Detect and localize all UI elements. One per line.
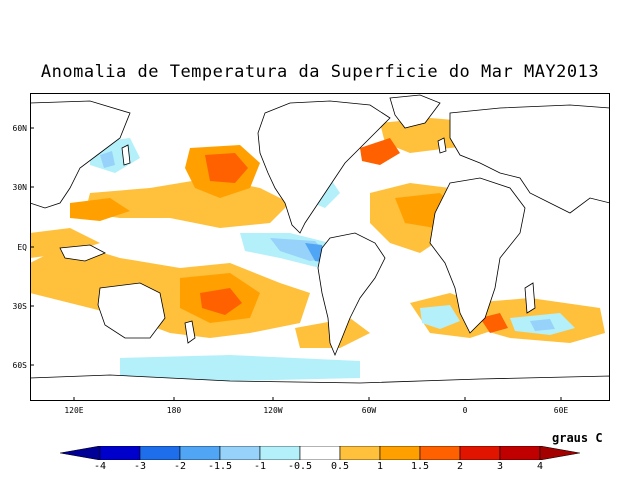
anomaly-patch [30, 228, 100, 258]
colorbar-bin [259, 446, 301, 460]
colorbar-bin [379, 446, 421, 460]
lon-label-60w: 60W [361, 406, 377, 415]
colorbar-label: -1.5 [207, 461, 233, 472]
anomaly-patch [480, 313, 508, 333]
colorbar-high-cap [539, 446, 580, 460]
africa [429, 177, 526, 334]
anomaly-patch [420, 305, 460, 329]
colorbar-bin [99, 446, 141, 460]
uk-islands [437, 137, 447, 154]
colorbar-label: -0.5 [287, 461, 313, 472]
asia-east [30, 100, 131, 209]
colorbar-label: 0.5 [330, 461, 350, 472]
colorbar-label: -4 [93, 461, 107, 472]
antarctica [30, 374, 610, 401]
colorbar-label: 1 [376, 461, 384, 472]
colorbar-bin [339, 446, 381, 460]
colorbar-label: -1 [253, 461, 267, 472]
anomaly-patch [375, 141, 393, 155]
lon-label-0: 0 [462, 406, 468, 415]
colorbar-bin [139, 446, 181, 460]
continent-outlines [30, 94, 610, 401]
indonesia [59, 244, 106, 262]
colorbar-bin [219, 446, 261, 460]
colorbar-bin [499, 446, 541, 460]
australia [97, 282, 166, 339]
south-america [317, 232, 386, 357]
map-canvas [30, 93, 610, 401]
units-label: graus C [552, 431, 603, 445]
map-title: Anomalia de Temperatura da Superficie do… [40, 62, 600, 82]
colorbar-label: -2 [173, 461, 187, 472]
japan [121, 144, 131, 166]
lat-label-eq: EQ [17, 243, 27, 252]
colorbar-label: -3 [133, 461, 147, 472]
anomaly-patch [530, 319, 555, 331]
anomaly-patch [100, 151, 115, 168]
lon-label-120e: 120E [64, 406, 84, 415]
anomaly-patch [70, 198, 130, 221]
new-zealand [184, 320, 196, 344]
colorbar-label: 3 [496, 461, 504, 472]
map-ticks [30, 127, 562, 401]
colorbar [60, 446, 580, 460]
anomaly-patch [200, 288, 242, 315]
colorbar-label: 1.5 [410, 461, 430, 472]
lon-label-120w: 120W [263, 406, 283, 415]
anomaly-patch [205, 153, 248, 183]
lon-label-60e: 60E [553, 406, 569, 415]
madagascar [524, 282, 536, 314]
colorbar-bin [179, 446, 221, 460]
lat-label-60n: 60N [12, 124, 27, 133]
colorbar-bin [419, 446, 461, 460]
lat-label-30s: 30S [12, 302, 27, 311]
anomaly-patch [120, 355, 360, 381]
eurasia [449, 104, 610, 214]
colorbar-low-cap [60, 446, 101, 460]
colorbar-label: 4 [536, 461, 544, 472]
lat-label-30n: 30N [12, 183, 27, 192]
colorbar-bin [299, 446, 341, 460]
greenland [389, 94, 441, 129]
sst-anomaly-map [30, 93, 610, 401]
north-america [257, 100, 391, 234]
lon-label-180: 180 [166, 406, 182, 415]
colorbar-label: 2 [456, 461, 464, 472]
lat-label-60s: 60S [12, 361, 27, 370]
colorbar-bin [459, 446, 501, 460]
